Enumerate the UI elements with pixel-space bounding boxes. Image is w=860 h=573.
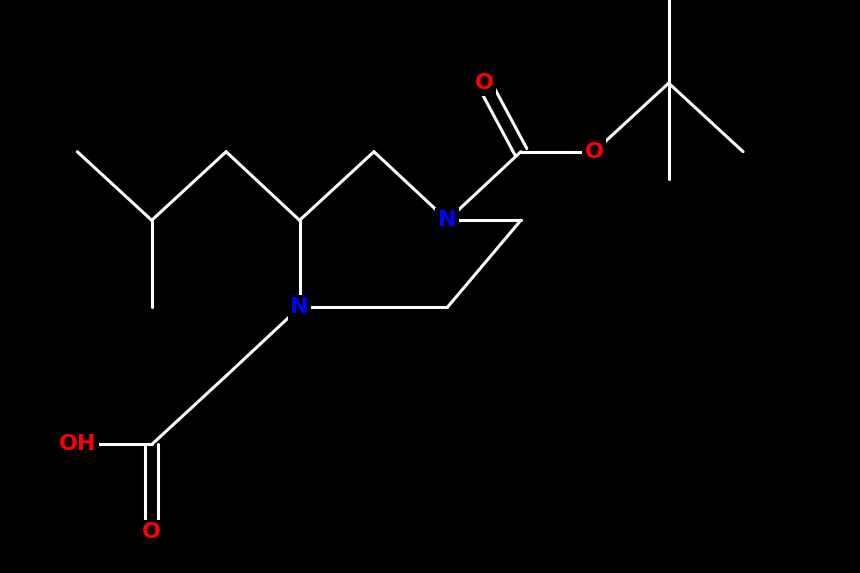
Text: OH: OH — [58, 434, 96, 454]
Text: N: N — [291, 297, 309, 317]
Text: O: O — [142, 523, 161, 543]
Text: O: O — [475, 73, 494, 93]
Text: O: O — [585, 142, 604, 162]
Text: N: N — [438, 210, 457, 230]
